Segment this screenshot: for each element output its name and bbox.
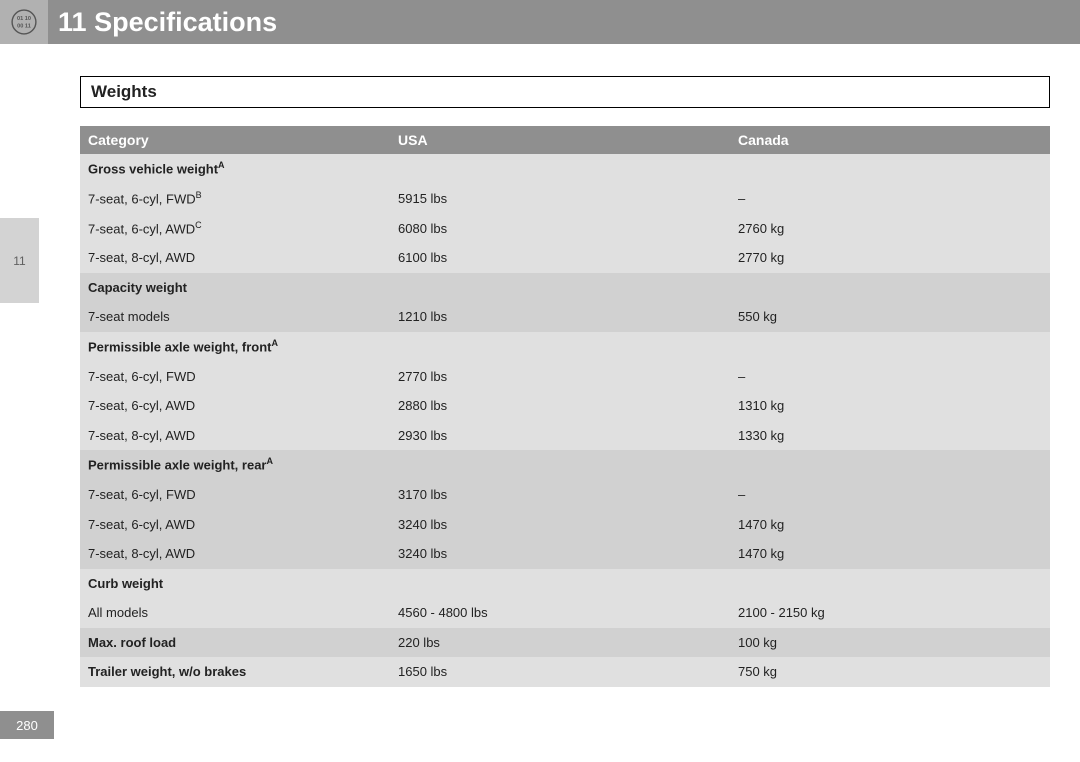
- cell-usa: 3170 lbs: [390, 480, 730, 510]
- cell-usa: 220 lbs: [390, 628, 730, 658]
- chapter-title-text: Specifications: [94, 7, 277, 37]
- cell-canada: [730, 569, 1050, 599]
- cell-canada: 2760 kg: [730, 214, 1050, 244]
- cell-usa: 2770 lbs: [390, 362, 730, 392]
- table-group-header: Capacity weight: [80, 273, 1050, 303]
- cell-category: Permissible axle weight, frontA: [80, 332, 390, 362]
- cell-usa: 3240 lbs: [390, 539, 730, 569]
- cell-canada: [730, 154, 1050, 184]
- cell-usa: 6080 lbs: [390, 214, 730, 244]
- content-area: Weights Category USA Canada Gross vehicl…: [80, 76, 1050, 687]
- cell-usa: 5915 lbs: [390, 184, 730, 214]
- chapter-header-bar: 01 10 00 11 11 Specifications: [0, 0, 1080, 44]
- cell-canada: 1470 kg: [730, 510, 1050, 540]
- cell-canada: [730, 273, 1050, 303]
- cell-canada: 1330 kg: [730, 421, 1050, 451]
- section-title: Weights: [91, 82, 157, 101]
- thumb-tab-label: 11: [13, 254, 25, 268]
- table-header-row: Category USA Canada: [80, 126, 1050, 154]
- cell-category: 7-seat, 6-cyl, AWD: [80, 391, 390, 421]
- cell-category: All models: [80, 598, 390, 628]
- cell-category: 7-seat, 6-cyl, FWDB: [80, 184, 390, 214]
- col-header-canada: Canada: [730, 126, 1050, 154]
- weights-table: Category USA Canada Gross vehicle weight…: [80, 126, 1050, 687]
- cell-usa: [390, 569, 730, 599]
- page-number-value: 280: [16, 718, 38, 733]
- table-row: All models4560 - 4800 lbs2100 - 2150 kg: [80, 598, 1050, 628]
- table-row: 7-seat, 6-cyl, FWD2770 lbs–: [80, 362, 1050, 392]
- table-group-header: Curb weight: [80, 569, 1050, 599]
- binary-icon: 01 10 00 11: [0, 0, 48, 44]
- cell-canada: 550 kg: [730, 302, 1050, 332]
- cell-usa: [390, 450, 730, 480]
- cell-usa: 6100 lbs: [390, 243, 730, 273]
- cell-usa: [390, 273, 730, 303]
- cell-canada: 1470 kg: [730, 539, 1050, 569]
- cell-usa: 1210 lbs: [390, 302, 730, 332]
- svg-text:01 10: 01 10: [17, 16, 31, 22]
- chapter-title: 11 Specifications: [58, 0, 277, 44]
- table-row: 7-seat, 6-cyl, AWDC6080 lbs2760 kg: [80, 214, 1050, 244]
- table-row: 7-seat, 8-cyl, AWD3240 lbs1470 kg: [80, 539, 1050, 569]
- cell-category: Gross vehicle weightA: [80, 154, 390, 184]
- cell-canada: –: [730, 184, 1050, 214]
- cell-usa: [390, 154, 730, 184]
- cell-canada: 2770 kg: [730, 243, 1050, 273]
- table-group-header: Gross vehicle weightA: [80, 154, 1050, 184]
- cell-canada: [730, 332, 1050, 362]
- cell-canada: 100 kg: [730, 628, 1050, 658]
- cell-usa: 4560 - 4800 lbs: [390, 598, 730, 628]
- chapter-number: 11: [58, 7, 87, 37]
- cell-canada: –: [730, 480, 1050, 510]
- cell-category: Trailer weight, w/o brakes: [80, 657, 390, 687]
- table-row: Max. roof load220 lbs100 kg: [80, 628, 1050, 658]
- svg-text:00 11: 00 11: [17, 24, 31, 30]
- cell-canada: –: [730, 362, 1050, 392]
- cell-category: 7-seat, 6-cyl, AWDC: [80, 214, 390, 244]
- cell-canada: 2100 - 2150 kg: [730, 598, 1050, 628]
- col-header-usa: USA: [390, 126, 730, 154]
- table-row: 7-seat, 8-cyl, AWD2930 lbs1330 kg: [80, 421, 1050, 451]
- table-row: Trailer weight, w/o brakes1650 lbs750 kg: [80, 657, 1050, 687]
- cell-usa: [390, 332, 730, 362]
- cell-category: 7-seat, 8-cyl, AWD: [80, 243, 390, 273]
- cell-category: 7-seat, 6-cyl, FWD: [80, 480, 390, 510]
- table-row: 7-seat models1210 lbs550 kg: [80, 302, 1050, 332]
- cell-usa: 2880 lbs: [390, 391, 730, 421]
- cell-category: 7-seat, 8-cyl, AWD: [80, 421, 390, 451]
- cell-usa: 2930 lbs: [390, 421, 730, 451]
- section-title-box: Weights: [80, 76, 1050, 108]
- cell-category: 7-seat, 8-cyl, AWD: [80, 539, 390, 569]
- cell-category: Capacity weight: [80, 273, 390, 303]
- table-group-header: Permissible axle weight, frontA: [80, 332, 1050, 362]
- cell-canada: 750 kg: [730, 657, 1050, 687]
- cell-category: 7-seat models: [80, 302, 390, 332]
- cell-usa: 1650 lbs: [390, 657, 730, 687]
- cell-canada: 1310 kg: [730, 391, 1050, 421]
- thumb-tab: 11: [0, 218, 39, 303]
- page-number: 280: [0, 711, 54, 739]
- table-body: Gross vehicle weightA7-seat, 6-cyl, FWDB…: [80, 154, 1050, 687]
- cell-category: 7-seat, 6-cyl, AWD: [80, 510, 390, 540]
- table-group-header: Permissible axle weight, rearA: [80, 450, 1050, 480]
- cell-category: Permissible axle weight, rearA: [80, 450, 390, 480]
- cell-category: Curb weight: [80, 569, 390, 599]
- page-root: 01 10 00 11 11 Specifications 11 280 Wei…: [0, 0, 1080, 762]
- cell-category: 7-seat, 6-cyl, FWD: [80, 362, 390, 392]
- cell-category: Max. roof load: [80, 628, 390, 658]
- cell-usa: 3240 lbs: [390, 510, 730, 540]
- cell-canada: [730, 450, 1050, 480]
- table-row: 7-seat, 6-cyl, FWD3170 lbs–: [80, 480, 1050, 510]
- table-row: 7-seat, 6-cyl, AWD3240 lbs1470 kg: [80, 510, 1050, 540]
- table-row: 7-seat, 8-cyl, AWD6100 lbs2770 kg: [80, 243, 1050, 273]
- table-row: 7-seat, 6-cyl, AWD2880 lbs1310 kg: [80, 391, 1050, 421]
- col-header-category: Category: [80, 126, 390, 154]
- table-row: 7-seat, 6-cyl, FWDB5915 lbs–: [80, 184, 1050, 214]
